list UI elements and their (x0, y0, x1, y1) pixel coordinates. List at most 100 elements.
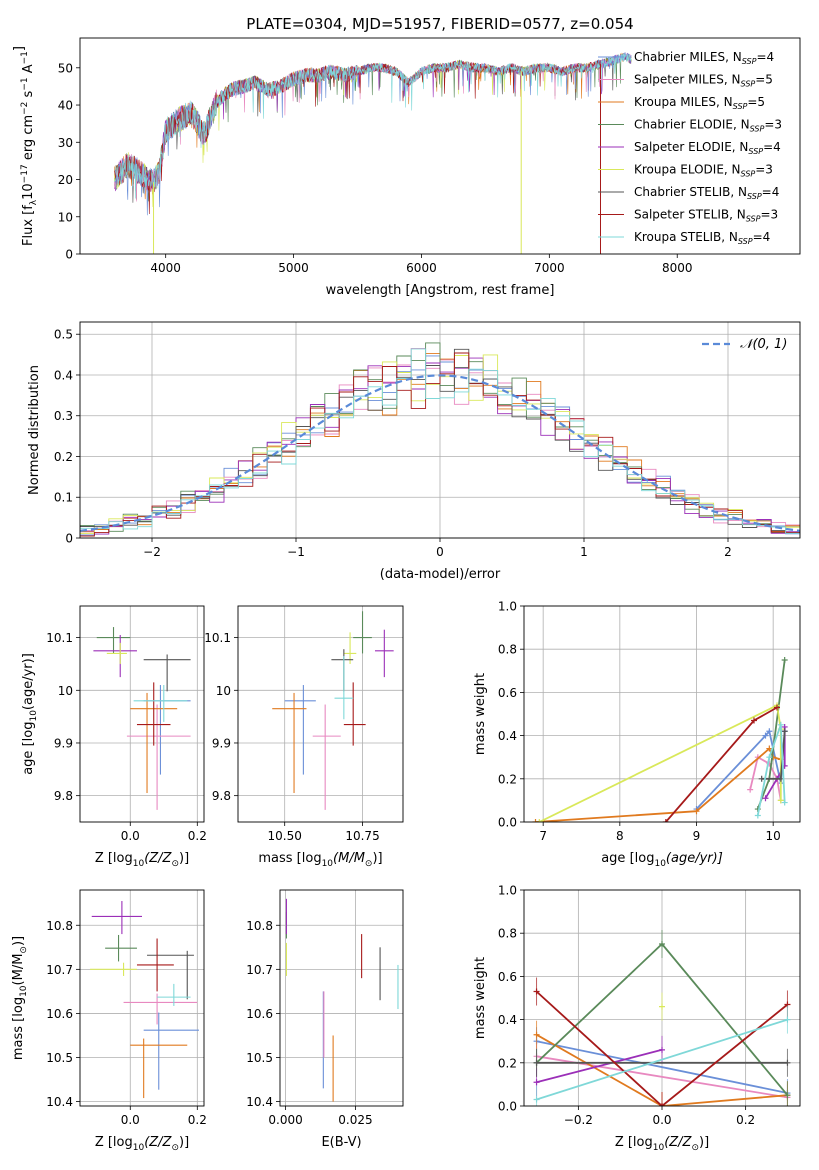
residuals-xtick-label: 0 (436, 545, 444, 559)
residuals-ytick-label: 0.2 (54, 450, 73, 464)
weight-vs-Z-xtick-label: 0.2 (736, 1113, 755, 1127)
legend-entry: Chabrier STELIB, NSSP=4 (634, 185, 779, 201)
spectrum-xtick-label: 4000 (150, 261, 181, 275)
residuals-xtick-label: 2 (724, 545, 732, 559)
mass-vs-Z-y-axis-label: mass [log10(M/M⊙)] (11, 936, 29, 1060)
weight-vs-age-xtick-label: 9 (693, 829, 701, 843)
weight-vs-age-ytick-label: 0.4 (498, 729, 517, 743)
age-vs-Z-panel: 0.0 0.2 9.8 9.9 10 10.1 Z [log10(Z/Z⊙)] age [lo… (21, 605, 207, 869)
weight-vs-Z-series-line (536, 1040, 788, 1094)
spectrum-xtick-label: 8000 (662, 261, 693, 275)
age-vs-Z-plot-area (93, 627, 191, 810)
weight-vs-age-point-marker (766, 745, 773, 752)
age-vs-mass-plot-area (272, 611, 394, 810)
figure-title: PLATE=0304, MJD=51957, FIBERID=0577, z=0… (246, 15, 633, 33)
mass-vs-ebv-ytick-label: 10.8 (246, 919, 273, 933)
weight-vs-age-point-marker (758, 775, 765, 782)
residuals-ytick-label: 0.1 (54, 491, 73, 505)
residuals-ytick-label: 0.4 (54, 368, 73, 382)
mass-vs-ebv-panel: 0.000 0.025 10.4 10.5 10.6 10.7 10.8 E(B-V) (246, 889, 404, 1150)
weight-vs-age-point-marker (754, 812, 761, 819)
residuals-x-axis-label: (data-model)/error (380, 567, 501, 582)
spectrum-series-line (114, 59, 601, 215)
residuals-plot-area (80, 342, 800, 537)
weight-vs-age-ytick-label: 0.2 (498, 772, 517, 786)
weight-vs-Z-series-line (536, 1048, 663, 1084)
age-vs-mass-ytick-label: 10 (216, 684, 231, 698)
legend-entry: Kroupa STELIB, NSSP=4 (634, 230, 770, 246)
weight-vs-age-ytick-label: 1.0 (498, 600, 517, 614)
residuals-xtick-label: −2 (143, 545, 161, 559)
mass-vs-Z-ytick-label: 10.6 (46, 1007, 73, 1021)
weight-vs-Z-xtick-label: 0.0 (652, 1113, 671, 1127)
age-vs-Z-xtick-label: 0.0 (121, 829, 140, 843)
spectrum-ytick-label: 0 (65, 248, 73, 262)
age-vs-mass-xtick-label: 10.50 (268, 829, 302, 843)
weight-vs-age-point-marker (774, 704, 780, 711)
weight-vs-age-series-line (756, 724, 786, 816)
mass-vs-ebv-frame (279, 889, 404, 1107)
spectrum-xtick-label: 5000 (278, 261, 309, 275)
mass-vs-Z-panel: 0.0 0.2 10.4 10.5 10.6 10.7 10.8 Z [log10(Z/Z⊙)… (11, 889, 207, 1153)
spectrum-frame (79, 37, 801, 255)
mass-vs-Z-xtick-label: 0.2 (188, 1113, 207, 1127)
age-vs-mass-ytick-label: 10.1 (204, 631, 231, 645)
weight-vs-age-panel: 7 8 9 10 0.0 0.2 0.4 0.6 0.8 1.0 age [log10(age/yr… (473, 600, 801, 869)
residuals-frame (79, 321, 801, 539)
weight-vs-Z-series-line (536, 1033, 788, 1106)
legend-entry: Salpeter STELIB, NSSP=3 (634, 208, 778, 224)
spectrum-xtick-label: 6000 (406, 261, 437, 275)
mass-vs-ebv-ytick-label: 10.5 (246, 1051, 273, 1065)
weight-vs-Z-xtick-label: −0.2 (564, 1113, 593, 1127)
weight-vs-age-y-axis-label: mass weight (473, 673, 488, 755)
weight-vs-Z-ytick-label: 0.6 (498, 970, 517, 984)
spectrum-panel: 4000 5000 6000 7000 8000 0 10 20 30 40 50 wavelengt… (12, 37, 801, 298)
spectrum-series-line (114, 52, 632, 199)
weight-vs-Z-ytick-label: 0.4 (498, 1013, 517, 1027)
weight-vs-age-point-marker (762, 732, 769, 739)
legend-entry: Salpeter MILES, NSSP=5 (634, 73, 773, 89)
mass-vs-ebv-xtick-label: 0.000 (268, 1113, 302, 1127)
weight-vs-age-point-marker (777, 797, 784, 804)
weight-vs-Z-ytick-label: 0.8 (498, 927, 517, 941)
legend-entry: Kroupa ELODIE, NSSP=3 (634, 163, 773, 179)
mass-vs-Z-x-axis-label: Z [log10(Z/Z⊙)] (95, 1135, 189, 1153)
weight-vs-age-ytick-label: 0.8 (498, 643, 517, 657)
spectrum-ytick-label: 40 (58, 99, 73, 113)
weight-vs-age-point-marker (662, 819, 669, 822)
mass-vs-ebv-plot-area (285, 898, 399, 1102)
age-vs-Z-ytick-label: 10 (58, 684, 73, 698)
age-vs-mass-frame (237, 605, 404, 823)
mass-vs-Z-frame (79, 889, 205, 1107)
residuals-xtick-label: −1 (287, 545, 305, 559)
weight-vs-age-point-marker (781, 657, 788, 663)
weight-vs-age-point-marker (532, 819, 539, 822)
age-vs-mass-xtick-label: 10.75 (345, 829, 379, 843)
spectrum-ytick-label: 10 (58, 210, 73, 224)
mass-vs-Z-ytick-label: 10.7 (46, 963, 73, 977)
mass-vs-Z-plot-area (90, 901, 199, 1099)
weight-vs-age-point-marker (777, 721, 784, 728)
age-vs-mass-ytick-label: 9.8 (212, 789, 231, 803)
mass-vs-ebv-ytick-label: 10.7 (246, 963, 273, 977)
weight-vs-Z-ytick-label: 0.0 (498, 1100, 517, 1114)
mass-vs-Z-xtick-label: 0.0 (121, 1113, 140, 1127)
legend-entry: Chabrier ELODIE, NSSP=3 (634, 118, 782, 134)
age-vs-mass-x-axis-label: mass [log10(M/M⊙)] (258, 851, 382, 869)
weight-vs-age-point-marker (781, 728, 788, 735)
weight-vs-age-xtick-label: 7 (539, 829, 547, 843)
mass-vs-ebv-ytick-label: 10.4 (246, 1095, 273, 1109)
residual-histogram (80, 352, 800, 537)
mass-vs-Z-ytick-label: 10.4 (46, 1095, 73, 1109)
weight-vs-age-point-marker (766, 728, 773, 735)
weight-vs-Z-ytick-label: 0.2 (498, 1056, 517, 1070)
spectrum-series-line (114, 60, 601, 208)
weight-vs-Z-frame (523, 889, 801, 1107)
weight-vs-age-frame (523, 605, 801, 823)
reference-curve-legend: 𝒩(0, 1) (740, 337, 787, 352)
spectrum-y-axis-label: Flux [fλ10−17 erg cm−2 s−1 A−1] (12, 46, 39, 246)
weight-vs-Z-series-line (536, 1018, 788, 1101)
spectrum-legend: Chabrier MILES, NSSP=4 Salpeter MILES, NS… (598, 50, 782, 246)
mass-vs-Z-ytick-label: 10.5 (46, 1051, 73, 1065)
